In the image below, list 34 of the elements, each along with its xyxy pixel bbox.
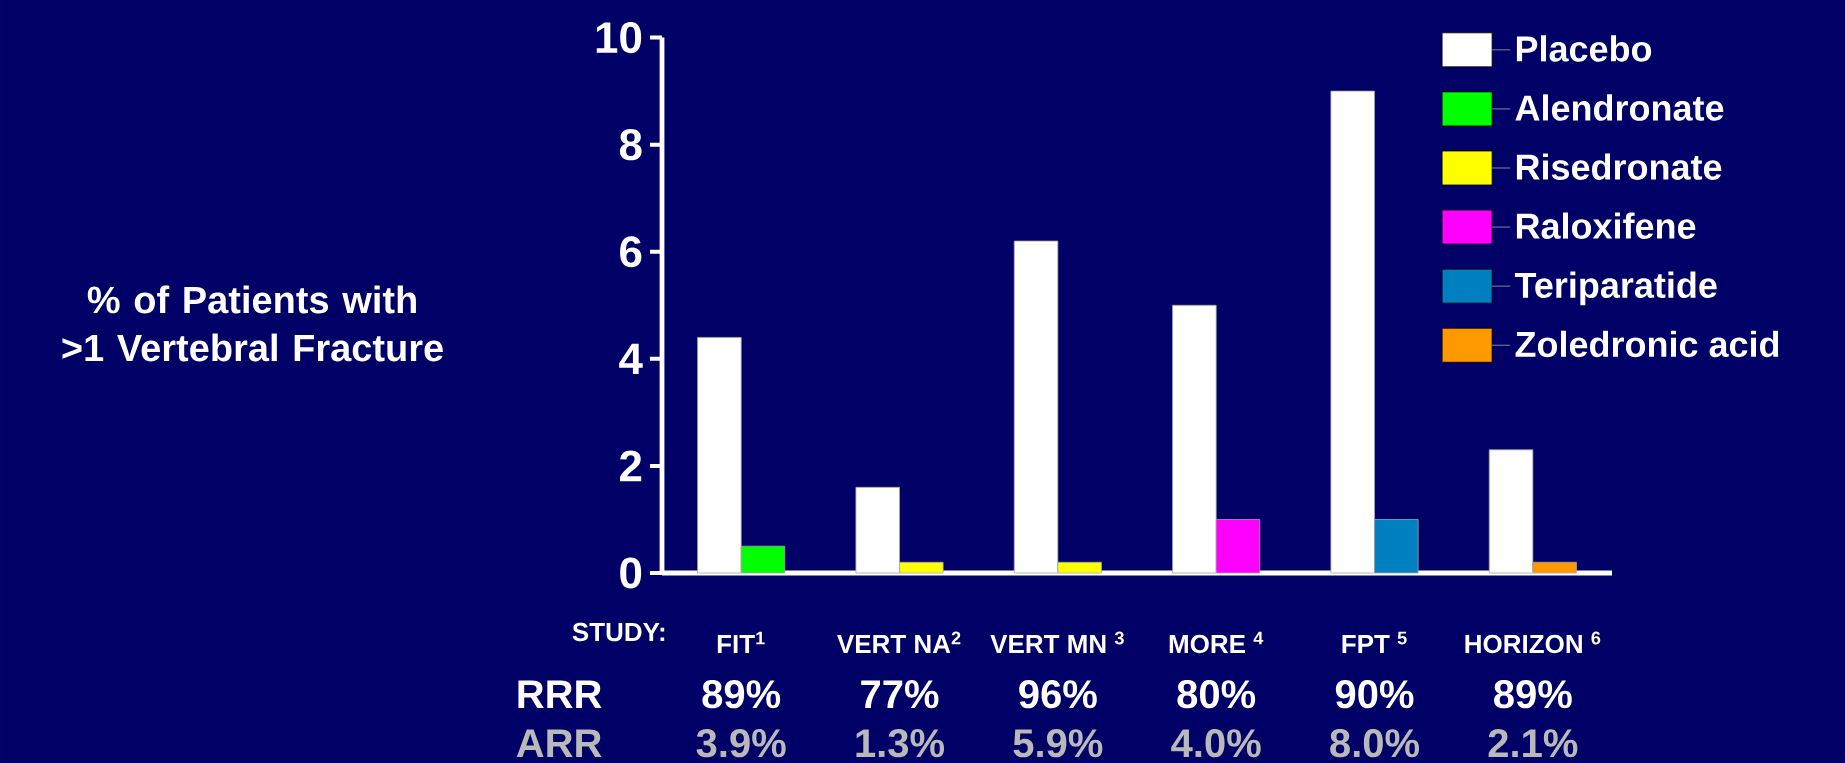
text: 80%: [1177, 680, 1256, 709]
text: 77%: [861, 680, 939, 709]
legend-label: Alendronate: [1515, 94, 1724, 121]
x-axis-title: STUDY:: [572, 622, 665, 642]
text: 5.9%: [1013, 729, 1103, 758]
text: 96%: [1019, 680, 1097, 709]
y-tick-label: 6: [620, 236, 642, 268]
legend-label: Risedronate: [1516, 153, 1722, 180]
text: 90%: [1335, 680, 1414, 709]
text: 89%: [702, 680, 781, 709]
y-tick-label: 8: [619, 129, 642, 161]
x-tick-label: FPT $^{5}$: [1342, 631, 1407, 653]
x-tick-label: VERT NA$^{2}$: [837, 631, 961, 653]
x-tick-label: FIT$^{1}$: [717, 631, 765, 653]
text: 8.0%: [1330, 729, 1420, 758]
text: 1.3%: [856, 729, 945, 758]
y-tick-label: 2: [620, 450, 642, 482]
x-tick-label: MORE $^{4}$: [1169, 631, 1264, 654]
y-tick-label: 4: [619, 343, 643, 374]
y-axis-title: % of Patients with >1 Vertebral Fracture: [62, 285, 443, 362]
legend-label: Raloxifene: [1516, 212, 1696, 239]
text: ARR: [516, 729, 602, 757]
text: 3.9%: [696, 729, 786, 758]
legend-label: Zoledronic acid: [1515, 330, 1779, 358]
x-tick-label: HORIZON $^{6}$: [1465, 631, 1601, 654]
x-tick-label: VERT MN $^{3}$: [990, 631, 1124, 653]
text: 89%: [1494, 680, 1572, 709]
legend-label: Placebo: [1516, 35, 1652, 62]
text: 2.1%: [1488, 729, 1578, 758]
text: RRR: [518, 680, 602, 708]
legend-label: Teriparatide: [1514, 271, 1717, 306]
text: 4.0%: [1171, 729, 1261, 758]
y-tick-label: 0: [620, 557, 642, 589]
y-tick-label: 10: [596, 21, 642, 54]
